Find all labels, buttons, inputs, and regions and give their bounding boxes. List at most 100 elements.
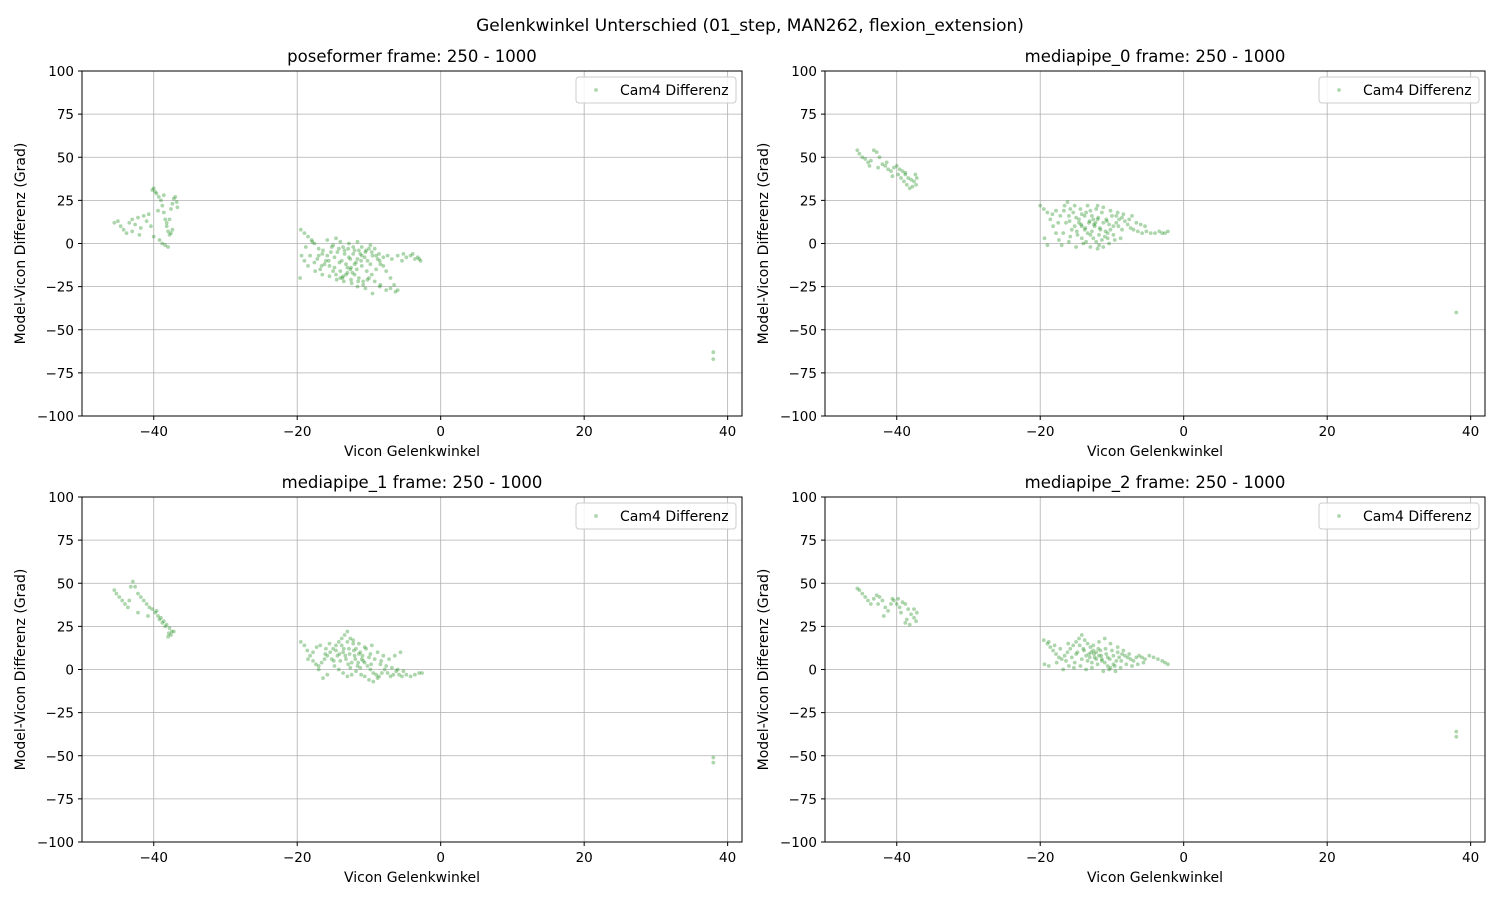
data-point: [1125, 655, 1130, 660]
data-point: [154, 191, 159, 196]
data-point: [358, 665, 363, 670]
data-point: [1118, 665, 1123, 670]
data-point: [1081, 241, 1086, 246]
data-point: [345, 640, 350, 644]
data-point: [174, 200, 179, 205]
data-point: [1091, 643, 1096, 648]
data-point: [138, 595, 143, 599]
data-point: [417, 257, 422, 261]
legend-label: Cam4 Differenz: [620, 83, 729, 99]
x-tick-label: 40: [719, 424, 736, 440]
data-point: [298, 640, 303, 644]
legend-label: Cam4 Differenz: [1363, 509, 1472, 525]
data-point: [1068, 646, 1073, 651]
data-point: [1157, 229, 1162, 234]
data-point: [136, 610, 140, 615]
data-point: [341, 279, 346, 284]
subplot-1: −40 −20 0 20 40 −100 −75 −50 −25 0 25 50 75 100 posefo…: [13, 47, 743, 460]
data-point: [117, 595, 122, 599]
data-point: [316, 667, 321, 672]
x-tick-label: 40: [1462, 424, 1479, 440]
data-point: [354, 267, 359, 272]
y-tick-label: 0: [65, 663, 74, 679]
data-point: [365, 664, 370, 668]
data-point: [124, 231, 129, 236]
data-point: [368, 652, 373, 656]
data-point: [302, 258, 307, 263]
data-point: [413, 672, 417, 677]
data-point: [420, 671, 424, 675]
data-point: [314, 645, 319, 649]
data-point: [368, 262, 373, 267]
data-point: [1100, 659, 1104, 663]
data-point: [1095, 217, 1100, 222]
data-point: [348, 636, 353, 641]
data-point: [316, 664, 321, 668]
x-tick-label: 20: [576, 850, 593, 866]
data-point: [1166, 229, 1170, 234]
data-point: [153, 610, 158, 615]
data-point: [331, 243, 335, 248]
x-tick-label: −20: [1026, 424, 1055, 440]
data-point: [320, 272, 325, 277]
data-point: [157, 238, 162, 242]
data-point: [372, 279, 377, 284]
data-point: [1454, 729, 1459, 734]
data-point: [1124, 662, 1129, 667]
data-point: [1067, 214, 1071, 218]
data-point: [1077, 217, 1081, 222]
data-point: [302, 231, 307, 236]
data-point: [144, 219, 149, 224]
data-point: [1059, 657, 1064, 661]
scatter-series: [855, 586, 1459, 739]
data-point: [1067, 664, 1071, 668]
data-point: [322, 262, 327, 267]
data-point: [306, 264, 310, 268]
data-point: [358, 650, 363, 655]
data-point: [308, 653, 312, 658]
data-point: [338, 269, 343, 273]
data-point: [334, 648, 338, 653]
data-point: [370, 253, 375, 258]
data-point: [1090, 214, 1094, 218]
data-point: [339, 258, 344, 263]
x-tick-label: −40: [139, 424, 168, 440]
data-point: [1075, 650, 1080, 655]
data-point: [388, 286, 393, 291]
x-tick-label: 0: [436, 424, 445, 440]
data-point: [339, 636, 344, 641]
data-point: [1074, 229, 1079, 234]
data-point: [1079, 236, 1084, 241]
data-point: [1062, 653, 1067, 658]
data-point: [351, 641, 356, 646]
data-point: [146, 614, 150, 618]
data-point: [857, 588, 862, 592]
data-point: [384, 664, 389, 668]
data-point: [1108, 665, 1113, 670]
data-point: [1095, 662, 1100, 667]
y-tick-label: −100: [37, 835, 74, 851]
data-point: [170, 201, 175, 206]
data-point: [1090, 660, 1094, 665]
x-axis-label: Vicon Gelenkwinkel: [344, 444, 480, 460]
data-point: [1103, 229, 1108, 234]
data-point: [1058, 214, 1063, 218]
data-point: [1108, 208, 1113, 213]
data-point: [336, 246, 341, 251]
data-point: [1072, 224, 1077, 229]
data-point: [298, 227, 303, 232]
data-point: [1110, 214, 1114, 218]
data-point: [1084, 653, 1088, 658]
data-point: [160, 241, 165, 246]
data-point: [310, 239, 315, 244]
x-tick-label: −40: [882, 850, 911, 866]
data-point: [344, 272, 348, 277]
data-point: [1081, 646, 1086, 651]
data-point: [866, 160, 870, 165]
data-point: [378, 283, 383, 287]
legend-marker: [1337, 88, 1341, 92]
y-tick-label: 50: [800, 150, 817, 166]
data-point: [404, 672, 409, 677]
y-tick-label: 25: [800, 619, 817, 635]
scatter-series: [855, 148, 1459, 315]
